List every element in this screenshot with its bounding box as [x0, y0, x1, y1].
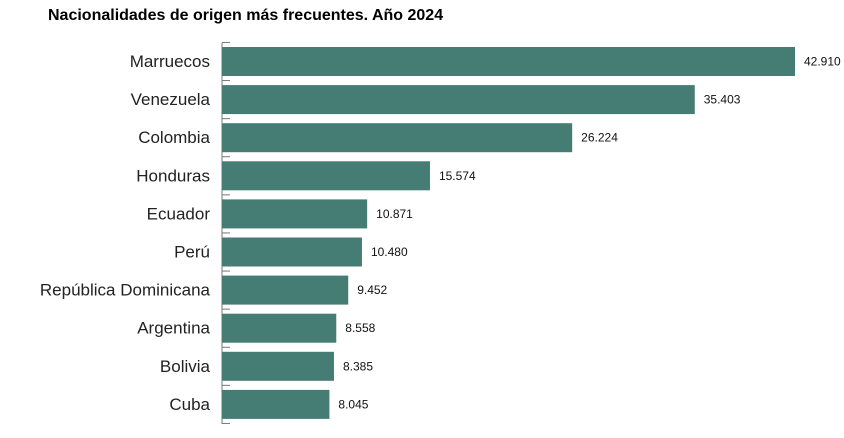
bar-6: [222, 275, 349, 305]
category-label: Marruecos: [130, 52, 210, 71]
value-label: 8.045: [338, 397, 368, 411]
bar-0: [222, 47, 795, 76]
chart-title: Nacionalidades de origen más frecuentes.…: [48, 7, 444, 24]
value-label: 35.403: [704, 93, 741, 107]
category-label: Colombia: [138, 128, 210, 147]
bar-7: [222, 313, 337, 343]
value-label: 26.224: [581, 131, 618, 145]
value-label: 42.910: [804, 55, 841, 69]
bar-3: [222, 161, 430, 191]
bar-9: [222, 389, 330, 419]
bar-5: [222, 237, 362, 267]
category-label: República Dominicana: [40, 281, 211, 300]
category-label: Ecuador: [147, 204, 211, 223]
value-label: 8.558: [345, 321, 375, 335]
value-label: 10.871: [376, 207, 413, 221]
category-label: Cuba: [169, 395, 210, 414]
category-label: Bolivia: [160, 357, 211, 376]
category-label: Venezuela: [131, 90, 211, 109]
category-label: Argentina: [137, 319, 210, 338]
value-label: 10.480: [371, 245, 408, 259]
bar-1: [222, 85, 695, 115]
value-label: 15.574: [439, 169, 476, 183]
bar-4: [222, 199, 368, 229]
category-label: Honduras: [136, 166, 210, 185]
bar-2: [222, 123, 573, 153]
category-label: Perú: [174, 243, 210, 262]
value-label: 9.452: [357, 283, 387, 297]
value-label: 8.385: [343, 359, 373, 373]
bar-8: [222, 351, 334, 381]
